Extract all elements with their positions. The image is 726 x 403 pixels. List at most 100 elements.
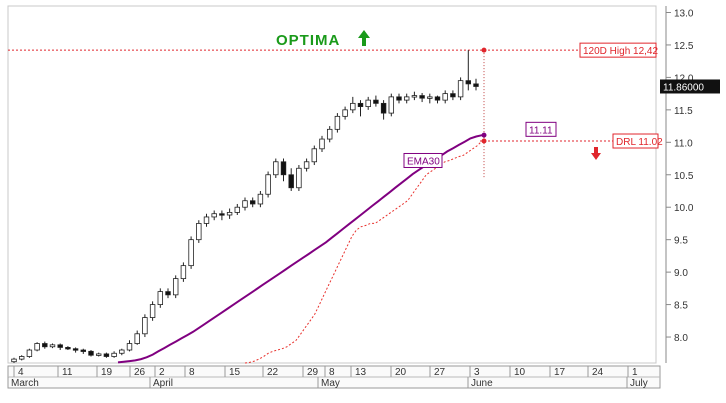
candle-body — [265, 174, 271, 195]
candle-body — [465, 80, 472, 85]
candle-body — [65, 347, 71, 350]
candle-body — [280, 161, 287, 176]
candle-body — [257, 193, 264, 205]
candle-body — [103, 353, 110, 357]
candle-body — [249, 200, 256, 205]
y-tick-label: 10.5 — [674, 171, 694, 182]
candle-body — [157, 291, 164, 305]
x-day-label: 2 — [159, 367, 165, 378]
candle-body — [80, 349, 87, 352]
candle-body — [357, 102, 364, 108]
candle-body — [450, 93, 456, 98]
candle-body — [149, 304, 156, 318]
last-price-label: 11.86000 — [663, 82, 704, 93]
candle-body — [119, 349, 125, 354]
candle-body — [219, 213, 225, 216]
x-month-label: March — [11, 378, 39, 389]
x-day-label: 24 — [592, 367, 604, 378]
plot-frame — [7, 5, 657, 364]
drl-label-box — [612, 133, 659, 149]
y-axis: 13.0 12.5 12.0 11.5 11.0 10.5 10.0 9.5 9.0 8.5 8.0 — [665, 6, 694, 363]
candle-body — [411, 95, 418, 98]
x-axis: 4 11 19 26 2 8 15 22 29 8 13 20 27 3 10 17 24 1 March April… — [7, 365, 661, 389]
y-tick-label: 12.0 — [674, 73, 694, 84]
candle-body — [203, 216, 210, 224]
candle-body — [473, 83, 479, 87]
candle-body — [234, 206, 241, 213]
candle-body — [319, 138, 325, 150]
x-day-label: 4 — [18, 367, 24, 378]
high-marker — [481, 47, 487, 53]
candle-body — [26, 349, 33, 357]
candle-body — [88, 350, 94, 356]
grid — [7, 5, 657, 364]
ema-marker — [481, 132, 487, 138]
up-arrow-icon — [358, 30, 370, 46]
candle-body — [365, 99, 371, 108]
x-month-label: July — [630, 378, 648, 389]
candle-body — [42, 343, 48, 348]
candle-body — [311, 148, 318, 163]
x-day-label: 3 — [474, 367, 480, 378]
candle-body — [188, 239, 194, 267]
ema-value-label: 11.11 — [529, 125, 553, 136]
y-tick-label: 8.0 — [674, 333, 688, 344]
candle-body — [288, 174, 294, 189]
ema-value-label-box — [525, 121, 557, 137]
candle-body — [419, 95, 425, 99]
y-tick-label: 11.5 — [674, 106, 693, 117]
last-price-box — [660, 79, 720, 94]
candle-body — [11, 358, 17, 363]
x-month-label: May — [321, 378, 340, 389]
y-tick-label: 9.5 — [674, 236, 688, 247]
candle-body — [95, 353, 102, 356]
candle-body — [72, 348, 79, 351]
candle-body — [342, 109, 348, 117]
candle-body — [172, 278, 179, 296]
x-day-label: 19 — [101, 367, 113, 378]
candle-body — [403, 96, 410, 101]
drl-label: DRL 11.02 — [616, 137, 663, 148]
chart-title: OPTIMA — [276, 32, 340, 49]
x-day-label: 17 — [554, 367, 566, 378]
candle-body — [273, 161, 279, 176]
candle-body — [180, 265, 187, 280]
candle-body — [350, 102, 356, 111]
candle-body — [142, 317, 148, 335]
candle-body — [303, 161, 310, 169]
y-tick-label: 10.0 — [674, 203, 694, 214]
candle-body — [457, 80, 464, 98]
x-day-label: 27 — [434, 367, 446, 378]
x-day-label: 1 — [632, 367, 638, 378]
candle-body — [334, 115, 341, 130]
candle-body — [34, 343, 40, 351]
candle-body — [242, 200, 248, 208]
y-tick-label: 8.5 — [674, 301, 688, 312]
level-lines — [8, 47, 656, 179]
ema30-line — [117, 134, 483, 364]
x-day-label: 8 — [189, 367, 195, 378]
candle-body — [126, 343, 133, 351]
x-day-label: 26 — [134, 367, 146, 378]
x-day-label: 22 — [267, 367, 279, 378]
candle-body — [18, 356, 25, 360]
x-day-label: 10 — [514, 367, 526, 378]
candle-body — [373, 99, 379, 104]
y-tick-label: 9.0 — [674, 268, 688, 279]
ema30-label-box — [403, 152, 443, 168]
candle-body — [442, 93, 448, 101]
candle-body — [434, 96, 441, 101]
x-day-label: 29 — [307, 367, 319, 378]
high-120d-label: 120D High 12,42 — [583, 46, 658, 57]
drl-marker — [481, 138, 487, 144]
candle-body — [226, 212, 233, 216]
candle-body — [396, 96, 402, 101]
candle-body — [165, 291, 171, 296]
indicator-lines — [117, 134, 483, 364]
candle-body — [296, 167, 302, 189]
annotations: OPTIMA 120D High 12,42 DRL 11.02 11.11 EMA3… — [276, 30, 720, 168]
down-arrow-icon — [591, 147, 601, 160]
y-tick-label: 13.0 — [674, 8, 694, 19]
